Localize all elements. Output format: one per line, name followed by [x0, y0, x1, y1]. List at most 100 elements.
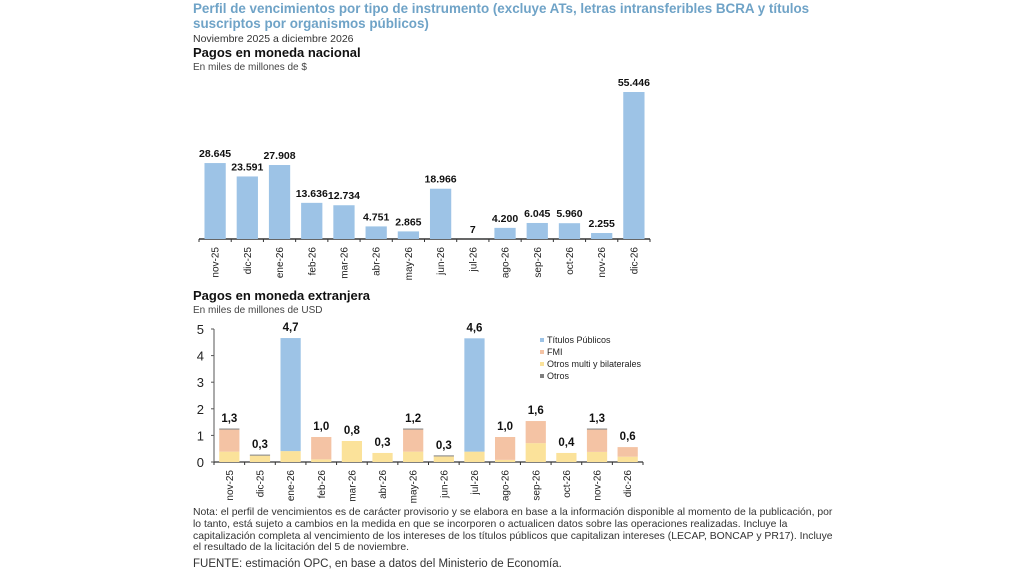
- x-tick-label-nov-25: nov-25: [225, 470, 236, 501]
- bar-segment-fmi-ago-26: [494, 436, 516, 460]
- bar-segment-titulos_publicos-jul-26: [464, 338, 485, 452]
- legend-label-fmi: FMI: [547, 347, 563, 357]
- x-tick-label-oct-26: oct-26: [565, 247, 576, 275]
- total-label-mar-26: 0,8: [344, 425, 361, 437]
- legend-swatch-fmi: [540, 350, 544, 354]
- bar-abr-26: [365, 226, 387, 239]
- data-label-abr-26: 4.751: [363, 211, 389, 223]
- bar-segment-fmi-sep-26: [525, 421, 546, 444]
- x-tick-label-dic-25: dic-25: [255, 470, 266, 498]
- bar-segment-otros_multi-nov-25: [219, 451, 240, 462]
- total-label-ene-26: 4,7: [283, 322, 299, 334]
- data-label-ago-26: 4.200: [492, 213, 518, 225]
- chart-extranjera-unit: En miles de millones de USD: [193, 305, 323, 316]
- bar-segment-otros-nov-26: [586, 428, 608, 430]
- total-label-may-26: 1,2: [405, 413, 421, 425]
- x-tick-label-may-26: may-26: [404, 247, 415, 281]
- bar-may-26: [397, 231, 420, 239]
- x-tick-label-jun-26: jun-26: [436, 247, 447, 276]
- data-label-sep-26: 6.045: [524, 208, 550, 220]
- bar-segment-otros_multi-abr-26: [372, 452, 393, 462]
- x-tick-label-ago-26: ago-26: [501, 470, 512, 502]
- total-label-oct-26: 0,4: [558, 437, 575, 449]
- bar-segment-otros_multi-dic-26: [617, 456, 638, 462]
- bar-sep-26: [526, 222, 548, 239]
- bar-mar-26: [333, 205, 355, 239]
- legend-swatch-otros: [540, 374, 544, 378]
- x-tick-label-dic-25: dic-25: [243, 247, 254, 275]
- bar-segment-fmi-nov-26: [586, 429, 608, 452]
- total-label-feb-26: 1,0: [313, 421, 329, 433]
- total-label-dic-26: 0,6: [620, 431, 636, 443]
- x-tick-label-dic-26: dic-26: [629, 247, 640, 275]
- x-tick-label-jun-26: jun-26: [439, 470, 450, 499]
- bar-segment-otros_multi-nov-26: [586, 451, 608, 462]
- bar-segment-titulos_publicos-ene-26: [280, 338, 301, 452]
- x-tick-label-nov-26: nov-26: [593, 470, 604, 501]
- data-label-nov-25: 28.645: [199, 148, 231, 160]
- data-label-ene-26: 27.908: [263, 150, 295, 162]
- x-tick-label-ago-26: ago-26: [501, 247, 512, 279]
- data-label-may-26: 2.865: [395, 216, 421, 228]
- x-tick-label-nov-26: nov-26: [597, 247, 608, 278]
- x-tick-label-ene-26: ene-26: [286, 470, 297, 502]
- total-label-nov-25: 1,3: [221, 413, 237, 425]
- x-tick-label-may-26: may-26: [409, 470, 420, 504]
- bar-segment-otros_multi-may-26: [403, 451, 424, 462]
- bar-segment-otros_multi-ene-26: [280, 451, 301, 462]
- total-label-sep-26: 1,6: [528, 405, 544, 417]
- chart-nacional-title: Pagos en moneda nacional: [193, 45, 361, 60]
- legend-label-otros_multi: Otros multi y bilaterales: [547, 359, 642, 369]
- y-tick-label-5: 5: [197, 322, 204, 337]
- bar-segment-otros_multi-ago-26: [494, 459, 516, 462]
- bar-segment-fmi-may-26: [403, 429, 424, 452]
- total-label-dic-25: 0,3: [252, 439, 268, 451]
- bar-ago-26: [494, 227, 516, 239]
- y-tick-label-4: 4: [197, 349, 204, 364]
- bar-dic-26: [623, 92, 645, 239]
- x-tick-label-jul-26: jul-26: [468, 247, 479, 273]
- bar-segment-otros_multi-jul-26: [464, 451, 485, 462]
- bar-segment-otros-dic-25: [249, 454, 271, 456]
- bar-segment-otros_multi-mar-26: [341, 440, 363, 462]
- total-label-jun-26: 0,3: [436, 440, 452, 452]
- x-tick-label-sep-26: sep-26: [533, 247, 544, 278]
- total-label-jul-26: 4,6: [466, 322, 482, 334]
- bar-segment-otros_multi-feb-26: [311, 459, 332, 462]
- x-tick-label-sep-26: sep-26: [531, 470, 542, 501]
- x-tick-label-mar-26: mar-26: [339, 247, 350, 279]
- total-label-abr-26: 0,3: [375, 437, 391, 449]
- data-label-oct-26: 5.960: [556, 208, 582, 220]
- bar-feb-26: [301, 202, 323, 239]
- bar-segment-fmi-dic-26: [617, 447, 638, 457]
- bar-segment-otros-may-26: [403, 428, 424, 430]
- total-label-nov-26: 1,3: [589, 413, 605, 425]
- bar-segment-fmi-nov-25: [219, 429, 240, 452]
- bar-dic-25: [236, 176, 258, 239]
- x-tick-label-abr-26: abr-26: [378, 470, 389, 499]
- legend-swatch-titulos_publicos: [540, 338, 544, 342]
- bar-segment-otros_multi-sep-26: [525, 443, 546, 462]
- data-label-mar-26: 12.734: [328, 190, 360, 202]
- x-tick-label-dic-26: dic-26: [623, 470, 634, 498]
- legend-label-otros: Otros: [547, 371, 570, 381]
- x-tick-label-oct-26: oct-26: [562, 470, 573, 498]
- data-label-jun-26: 18.966: [425, 174, 457, 186]
- x-tick-label-nov-25: nov-25: [211, 247, 222, 278]
- figure-subtitle: Noviembre 2025 a diciembre 2026: [193, 33, 354, 45]
- data-label-feb-26: 13.636: [296, 188, 328, 200]
- bar-segment-otros_multi-dic-25: [249, 455, 271, 462]
- figure-title: Perfil de vencimientos por tipo de instr…: [193, 1, 810, 31]
- bar-ene-26: [268, 165, 291, 239]
- bar-nov-25: [204, 163, 226, 239]
- data-label-jul-26: 7: [470, 224, 476, 236]
- chart-extranjera-title: Pagos en moneda extranjera: [193, 288, 371, 303]
- chart-nacional-unit: En miles de millones de $: [193, 62, 307, 73]
- bar-segment-fmi-feb-26: [311, 436, 332, 460]
- total-label-ago-26: 1,0: [497, 421, 513, 433]
- y-tick-label-3: 3: [197, 375, 204, 390]
- bar-jun-26: [429, 188, 452, 239]
- legend-label-titulos_publicos: Títulos Públicos: [547, 335, 611, 345]
